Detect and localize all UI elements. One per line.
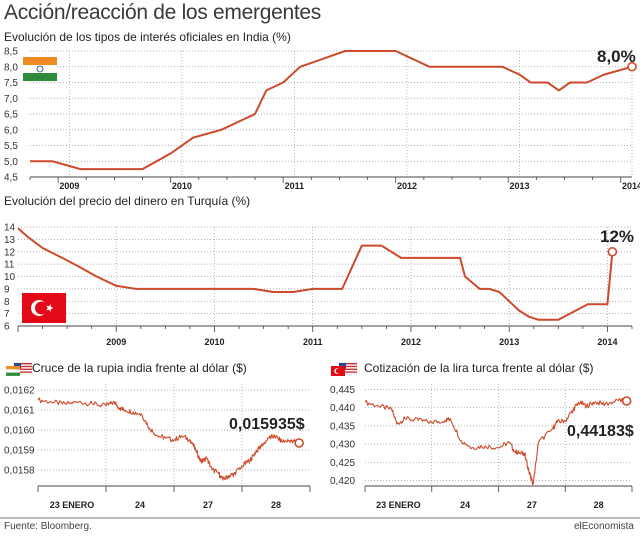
value-annotation: 0,015935$: [229, 416, 305, 433]
y-tick-label: 7,0: [4, 94, 18, 105]
x-tick-label: 23 ENERO: [50, 500, 95, 510]
brand-label: elEconomista: [573, 521, 634, 532]
main-title: Acción/reacción de los emergentes: [4, 1, 321, 24]
y-tick-label: 0,430: [330, 440, 355, 451]
y-tick-label: 0,0159: [4, 446, 35, 457]
y-tick-label: 0,0162: [4, 386, 35, 397]
flag-stripe: [6, 372, 20, 376]
y-tick-label: 0,0161: [4, 406, 35, 417]
source-note: Fuente: Bloomberg.: [4, 521, 92, 532]
flag-stripe: [23, 65, 57, 73]
y-tick-label: 6,5: [4, 110, 18, 121]
y-tick-label: 14: [4, 223, 16, 234]
flag-stripe: [23, 57, 57, 65]
chart-title: Evolución de los tipos de interés oficia…: [4, 30, 291, 44]
us-flag-stripe: [14, 368, 32, 370]
us-flag-stripe: [14, 371, 32, 373]
x-tick-label: 2014: [597, 337, 617, 347]
series-line: [37, 397, 300, 481]
end-point-marker: [294, 438, 304, 448]
flag-stripe: [6, 366, 20, 370]
x-tick-label: 28: [271, 500, 281, 510]
series-line: [30, 50, 633, 171]
x-tick-label: 28: [594, 500, 604, 510]
end-point-marker: [621, 396, 632, 406]
y-tick-label: 5,5: [4, 141, 18, 152]
y-tick-label: 12: [4, 247, 16, 258]
y-tick-label: 7: [4, 309, 10, 320]
flag-stripe: [23, 73, 57, 81]
us-flag-stripe: [339, 365, 357, 368]
x-tick-label: 23 ENERO: [376, 500, 421, 510]
flag-stripe: [6, 369, 20, 373]
value-annotation: 0,44183$: [567, 423, 634, 440]
y-tick-label: 8,0: [4, 62, 18, 73]
india-flag-icon: [23, 57, 57, 81]
chart-lira: Cotización de la lira turca frente al dó…: [330, 361, 634, 510]
flag-star: [46, 304, 54, 312]
y-tick-label: 13: [4, 235, 16, 246]
y-tick-label: 8: [4, 297, 10, 308]
x-tick-label: 24: [460, 500, 470, 510]
y-tick-label: 0,440: [330, 403, 355, 414]
chart-title: Evolución del precio del dinero en Turqu…: [4, 194, 250, 208]
x-tick-label: 27: [527, 500, 537, 510]
chart-rupia: Cruce de la rupia india frente al dólar …: [4, 361, 311, 510]
us-flag-stripe: [339, 371, 357, 373]
x-tick-label: 2013: [499, 337, 519, 347]
x-tick-label: 2009: [59, 181, 79, 191]
value-annotation: 8,0%: [597, 47, 636, 66]
flag-crescent-inner: [335, 368, 341, 374]
x-tick-label: 2010: [204, 337, 224, 347]
y-tick-label: 0,0160: [4, 426, 35, 437]
chart-turquia: Evolución del precio del dinero en Turqu…: [4, 194, 634, 347]
y-tick-label: 6: [4, 322, 10, 333]
y-tick-label: 10: [4, 272, 16, 283]
us-flag-stripe: [339, 363, 357, 365]
value-annotation: 12%: [600, 227, 634, 246]
series-line: [364, 397, 628, 485]
us-flag-stripe: [14, 365, 32, 368]
x-tick-label: 24: [135, 500, 145, 510]
turkey-flag-icon: [22, 293, 66, 323]
end-point-marker: [607, 246, 618, 257]
x-tick-label: 2012: [397, 181, 417, 191]
flag-crescent-inner: [35, 301, 48, 315]
y-tick-label: 8,5: [4, 47, 18, 58]
x-tick-label: 2011: [303, 337, 323, 347]
lira-flags-icon: [331, 362, 358, 376]
chart-india: Evolución de los tipos de interés oficia…: [4, 30, 640, 191]
y-tick-label: 6,0: [4, 125, 18, 136]
x-tick-label: 2013: [509, 181, 529, 191]
y-tick-label: 0,420: [330, 476, 355, 487]
end-point-marker: [627, 61, 637, 72]
y-tick-label: 5,0: [4, 157, 18, 168]
x-tick-label: 2010: [172, 181, 192, 191]
y-tick-label: 4,5: [4, 173, 18, 184]
series-line: [17, 227, 614, 321]
x-tick-label: 27: [203, 500, 213, 510]
y-tick-label: 9: [4, 284, 10, 295]
chart-title: Cotización de la lira turca frente al dó…: [364, 361, 593, 375]
us-flag-stripe: [14, 363, 32, 365]
x-tick-label: 2012: [401, 337, 421, 347]
y-tick-label: 7,5: [4, 78, 18, 89]
y-tick-label: 0,0158: [4, 466, 35, 477]
us-flag-canton: [14, 363, 21, 369]
flag-wheel: [36, 65, 44, 73]
rupia-flags-icon: [6, 362, 33, 376]
us-flag-canton: [339, 363, 346, 369]
x-tick-label: 2011: [285, 181, 305, 191]
x-tick-label: 2009: [106, 337, 126, 347]
y-tick-label: 0,435: [330, 421, 355, 432]
chart-title: Cruce de la rupia india frente al dólar …: [32, 361, 247, 375]
y-tick-label: 0,445: [330, 385, 355, 396]
y-tick-label: 0,425: [330, 458, 355, 469]
x-tick-label: 2014: [622, 181, 640, 191]
y-tick-label: 11: [4, 260, 15, 271]
us-flag-stripe: [339, 368, 357, 370]
